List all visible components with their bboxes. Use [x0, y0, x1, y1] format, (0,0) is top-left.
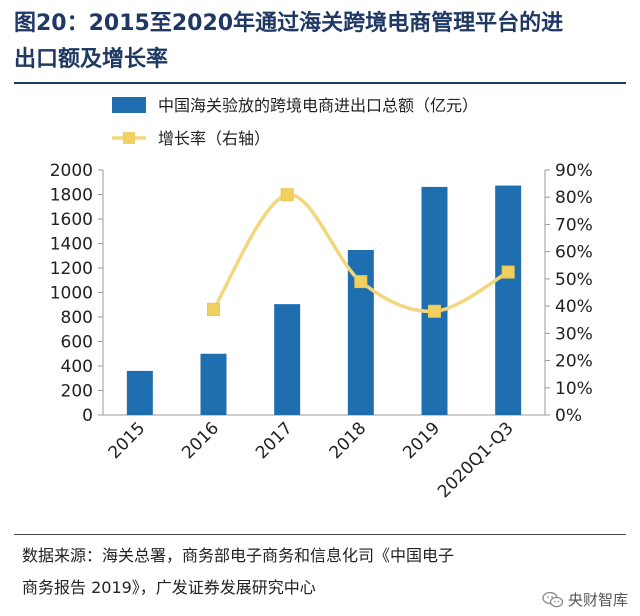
y-left-tick-label: 800 [61, 308, 93, 328]
axes: 0 200 400 600 800 1000 1200 1400 1600 1800 2000 0% 1… [50, 161, 593, 502]
y-right-tick-label: 70% [555, 215, 593, 235]
y-left-tick-label: 600 [61, 333, 93, 353]
line-series [207, 188, 515, 318]
bar [126, 370, 153, 415]
x-tick-label: 2020Q1-Q3 [434, 418, 518, 502]
x-tick-label: 2018 [326, 418, 371, 463]
y-left-tick-label: 1400 [50, 235, 93, 255]
y-right-tick-label: 10% [555, 379, 593, 399]
growth-rate-point [428, 304, 441, 318]
y-right-tick-label: 50% [555, 270, 593, 290]
bar [274, 304, 301, 415]
bar [421, 186, 448, 415]
growth-rate-line [212, 193, 510, 314]
y-right-tick-label: 80% [555, 188, 593, 208]
y-right-tick-label: 60% [555, 243, 593, 263]
bar-series [126, 185, 522, 415]
y-right-tick-label: 90% [555, 161, 593, 181]
growth-rate-point [207, 302, 220, 316]
growth-rate-point [354, 275, 368, 289]
data-source: 数据来源：海关总署，商务部电子商务和信息化司《中国电子 商务报告 2019》，广… [22, 540, 562, 604]
watermark: 央财智库 [542, 589, 628, 610]
source-line1: 数据来源：海关总署，商务部电子商务和信息化司《中国电子 [22, 546, 455, 565]
growth-rate-point [280, 188, 294, 202]
legend-line-marker [123, 132, 135, 144]
y-left-tick-label: 1200 [50, 259, 93, 279]
chart: 中国海关验放的跨境电商进出口总额（亿元） 增长率（右轴） 0 200 400 600 80… [50, 96, 593, 502]
y-right-tick-label: 40% [555, 297, 593, 317]
source-line2: 商务报告 2019》，广发证券发展研究中心 [22, 578, 316, 597]
x-tick-label: 2019 [399, 418, 444, 463]
y-left-tick-label: 1600 [50, 210, 93, 230]
x-tick-label: 2016 [178, 418, 223, 463]
source-divider [14, 534, 626, 535]
title-divider [14, 82, 626, 84]
y-right-tick-label: 30% [555, 324, 593, 344]
x-tick-label: 2015 [105, 418, 150, 463]
y-left-tick-label: 400 [61, 357, 93, 377]
chart-title: 图20：2015至2020年通过海关跨境电商管理平台的进 出口额及增长率 [14, 6, 628, 78]
chart-title-line2: 出口额及增长率 [14, 47, 169, 72]
legend-line-label: 增长率（右轴） [158, 129, 270, 148]
y-left-tick-label: 0 [82, 406, 93, 426]
legend-bar-label: 中国海关验放的跨境电商进出口总额（亿元） [158, 96, 478, 115]
growth-rate-point [501, 265, 515, 279]
chart-title-line1: 图20：2015至2020年通过海关跨境电商管理平台的进 [14, 11, 564, 36]
bar [200, 353, 227, 415]
wechat-icon [542, 591, 564, 607]
watermark-text: 央财智库 [567, 591, 628, 609]
y-left-tick-label: 2000 [50, 161, 93, 181]
legend: 中国海关验放的跨境电商进出口总额（亿元） 增长率（右轴） [112, 96, 478, 148]
y-right-tick-label: 0% [555, 406, 582, 426]
y-left-tick-label: 1800 [50, 186, 93, 206]
bar [495, 185, 522, 415]
y-right-tick-label: 20% [555, 352, 593, 372]
y-left-tick-label: 200 [61, 382, 93, 402]
legend-bar-swatch [112, 97, 146, 113]
x-tick-label: 2017 [252, 418, 297, 463]
y-left-tick-label: 1000 [50, 284, 93, 304]
